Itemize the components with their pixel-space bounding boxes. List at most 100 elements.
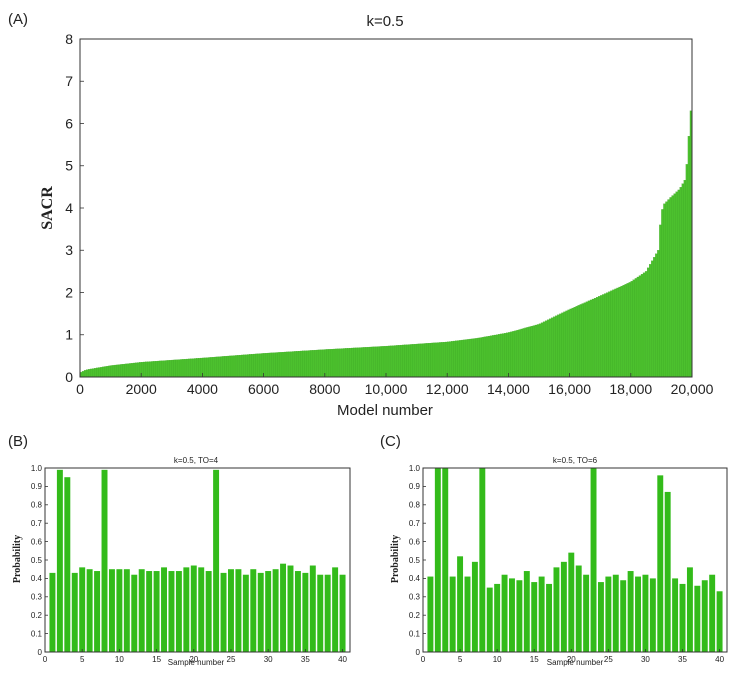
chart-a-bar (565, 310, 568, 378)
chart-a-bar (469, 338, 472, 378)
chart-a-bar (646, 267, 650, 378)
chart-a-bar (340, 348, 344, 378)
chart-a-bar (328, 349, 332, 378)
chart-b-bar (138, 569, 145, 652)
chart-a-bar (230, 355, 234, 378)
chart-a-bar (428, 343, 432, 378)
chart-a-bar (196, 358, 199, 378)
chart-c-y-tick-label: 0.5 (409, 556, 421, 565)
chart-a-title: k=0.5 (366, 13, 403, 30)
chart-a-bar (334, 348, 338, 378)
chart-a-bar (387, 345, 391, 378)
chart-a-bar (536, 324, 540, 378)
chart-a-bar (114, 364, 117, 378)
chart-a-bar (232, 355, 236, 378)
panel-label-b: (B) (8, 433, 28, 450)
chart-b-x-tick-label: 10 (115, 655, 124, 664)
chart-a-bar (112, 365, 115, 378)
chart-a-bar (210, 357, 213, 378)
chart-c-bar (509, 578, 515, 652)
chart-b-bar (272, 569, 279, 652)
chart-a-x-tick-label: 2000 (126, 381, 157, 397)
chart-c-x-tick-label: 40 (715, 655, 724, 664)
chart-a-bar (612, 289, 615, 378)
chart-b-y-tick-label: 0.7 (31, 519, 43, 528)
chart-a-bar (655, 253, 658, 378)
chart-a-bar (522, 328, 525, 378)
chart-b-bar (153, 571, 160, 652)
chart-c-bar (568, 552, 575, 652)
chart-a-bar (455, 340, 458, 378)
chart-b-bar (339, 574, 346, 652)
chart-b-x-tick-label: 20 (189, 655, 198, 664)
chart-a-bar (618, 286, 621, 378)
chart-a-bar (438, 342, 442, 378)
chart-c-bar (464, 576, 471, 652)
chart-a-bar (106, 365, 109, 378)
chart-a-bar (257, 353, 260, 378)
chart-a-bar (214, 356, 217, 378)
chart-a-bar (132, 362, 136, 378)
chart-a-bar (457, 340, 460, 378)
chart-a-bar (149, 361, 152, 378)
chart-a-bar (294, 351, 297, 378)
chart-a-bar (143, 361, 146, 378)
chart-a-x-tick-label: 4000 (187, 381, 218, 397)
chart-a-bar (598, 296, 601, 378)
chart-a-bar (273, 352, 277, 378)
chart-b-x-tick-label: 35 (301, 655, 310, 664)
chart-a-bar (551, 317, 554, 378)
chart-a-y-tick-label: 2 (65, 284, 73, 300)
chart-a-bar (534, 324, 538, 378)
chart-a-y-tick-label: 5 (65, 158, 73, 174)
chart-a-bar (649, 264, 652, 378)
chart-b-bar (79, 567, 86, 652)
chart-a-bar (493, 334, 497, 378)
chart-a-bar (442, 342, 446, 378)
chart-b-bar (309, 565, 316, 652)
chart-a-bar (330, 349, 334, 378)
chart-a-bar (398, 345, 401, 378)
chart-c-bar (531, 582, 538, 652)
chart-a-bar (173, 359, 177, 378)
chart-b-x-tick-label: 0 (43, 655, 48, 664)
chart-b-bar (94, 571, 101, 652)
chart-a-bar (345, 348, 348, 378)
chart-a-bar (581, 303, 585, 378)
chart-a-bar (575, 306, 579, 378)
chart-a-bar (549, 318, 552, 378)
chart-a-bar (416, 343, 419, 378)
chart-c-y-tick-label: 0.7 (409, 519, 421, 528)
chart-a-y-tick-label: 8 (65, 31, 73, 47)
chart-a-bar (396, 345, 399, 378)
chart-a-bar (353, 347, 356, 378)
chart-b-bar (101, 469, 108, 652)
chart-a-bar (491, 335, 495, 378)
chart-a-bar (120, 364, 124, 378)
chart-a-bar (208, 357, 211, 378)
chart-a-bar (418, 343, 421, 378)
chart-a-bar (508, 332, 511, 378)
chart-c-bar (605, 576, 612, 652)
chart-a-bar (681, 183, 685, 378)
chart-a-bar (171, 359, 175, 378)
chart-a-bar (324, 349, 328, 378)
chart-a-bar (461, 339, 464, 378)
chart-a-bar (451, 341, 454, 378)
chart-a-bar (347, 348, 350, 378)
chart-b-bar (294, 571, 301, 652)
chart-c-bar (679, 583, 686, 652)
chart-b-bar (228, 569, 234, 652)
chart-a-bar (247, 354, 250, 378)
chart-a-ylabel: SACR (39, 186, 56, 230)
chart-b-bar (116, 569, 123, 652)
chart-a-bar (241, 354, 244, 378)
chart-c-bar (501, 574, 508, 652)
chart-c-y-tick-label: 0.9 (409, 482, 421, 491)
chart-a-bar (585, 301, 589, 378)
chart-b-y-tick-label: 0.1 (31, 629, 43, 638)
chart-b-bar (287, 565, 294, 652)
chart-a-bar (326, 349, 330, 378)
chart-a-bar (102, 366, 105, 378)
chart-a-bar (644, 271, 648, 378)
